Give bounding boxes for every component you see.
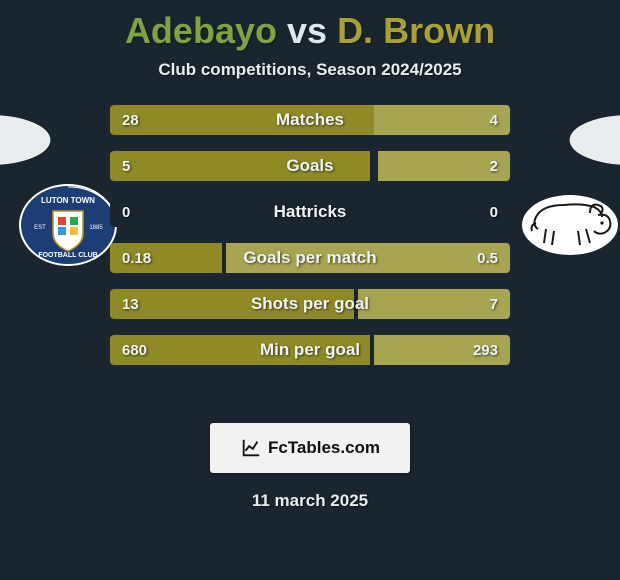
stat-value-left: 0 [122,197,130,227]
source-text: FcTables.com [268,438,380,458]
stat-value-right: 2 [490,151,498,181]
stat-bar-right [358,289,510,319]
stat-label: Hattricks [110,197,510,227]
stat-value-right: 0 [490,197,498,227]
svg-text:LUTON TOWN: LUTON TOWN [41,196,95,205]
stat-value-left: 5 [122,151,130,181]
subtitle: Club competitions, Season 2024/2025 [0,60,620,80]
stat-bars: Matches284Goals52Hattricks00Goals per ma… [110,105,510,381]
stat-value-right: 0.5 [477,243,498,273]
left-platform [0,115,50,165]
stat-row: Min per goal680293 [110,335,510,365]
stat-row: Goals52 [110,151,510,181]
svg-text:FOOTBALL CLUB: FOOTBALL CLUB [38,252,97,259]
stat-value-right: 7 [490,289,498,319]
luton-town-badge-icon: LUTON TOWN FOOTBALL CLUB EST 1885 [18,183,118,267]
stat-bar-left [110,105,374,135]
stat-bar-left [110,335,370,365]
stat-bar-right [226,243,510,273]
player1-name: Adebayo [125,10,277,51]
stat-bar-left [110,289,354,319]
source-badge: FcTables.com [210,423,410,473]
comparison-title: Adebayo vs D. Brown [0,0,620,52]
stat-bar-left [110,151,370,181]
right-platform [570,115,620,165]
stats-icon [240,437,262,459]
stat-value-right: 4 [490,105,498,135]
stat-row: Matches284 [110,105,510,135]
stat-value-left: 680 [122,335,147,365]
stat-value-left: 28 [122,105,139,135]
svg-text:1885: 1885 [89,225,103,231]
derby-county-ram-icon [520,183,620,267]
stat-value-right: 293 [473,335,498,365]
stat-value-left: 0.18 [122,243,151,273]
stat-value-left: 13 [122,289,139,319]
stat-row: Hattricks0 0 [110,197,510,227]
stat-row: Shots per goal137 [110,289,510,319]
stat-row: Goals per match0.180.5 [110,243,510,273]
vs-text: vs [287,10,327,51]
svg-text:EST: EST [34,225,46,231]
player2-name: D. Brown [337,10,495,51]
date-text: 11 march 2025 [0,491,620,511]
comparison-stage: LUTON TOWN FOOTBALL CLUB EST 1885 Matche… [0,105,620,405]
